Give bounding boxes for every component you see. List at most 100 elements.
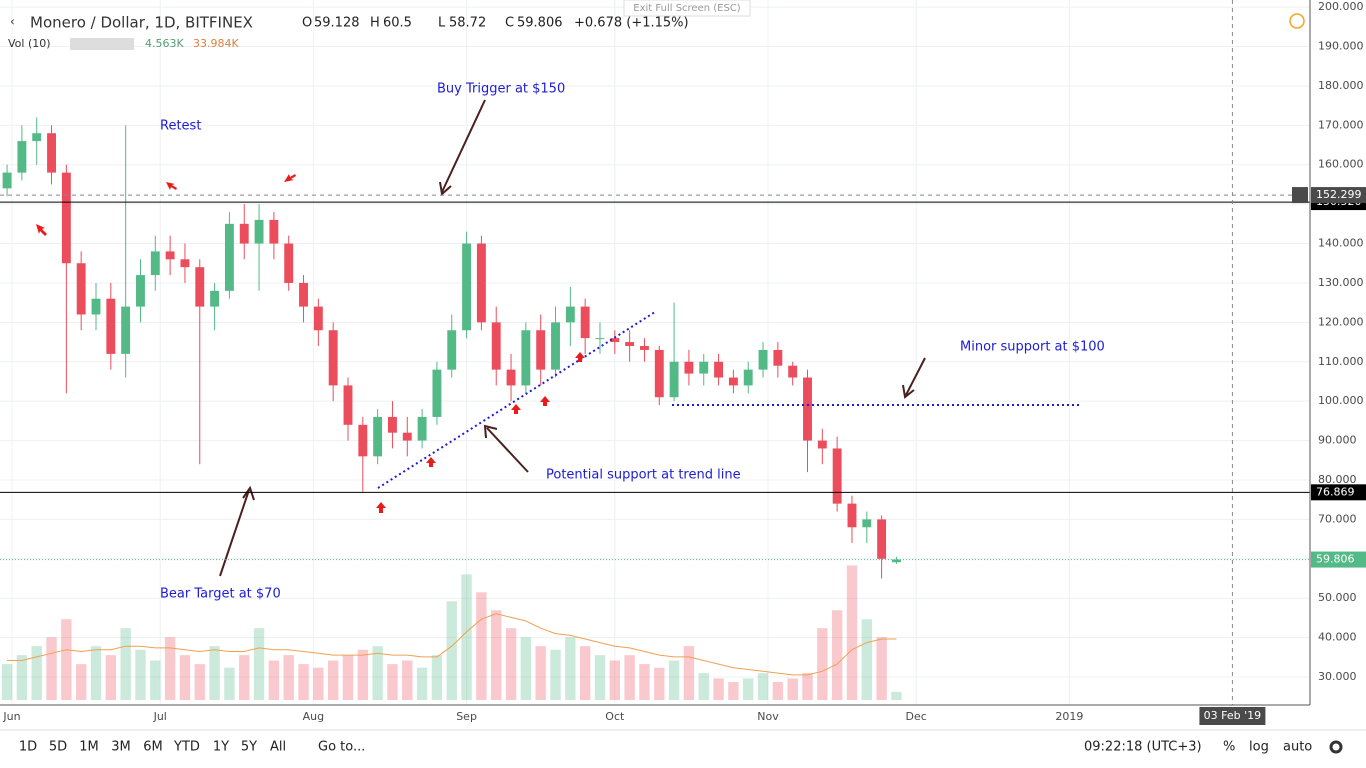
volume-bar: [283, 655, 294, 700]
candle-body: [640, 345, 649, 350]
goto[interactable]: Go to...: [318, 740, 365, 755]
candle-body: [758, 349, 768, 370]
crosshair-date-tag: [1199, 707, 1266, 725]
range-button[interactable]: 1Y: [213, 740, 229, 755]
x-tick-label: Jul: [153, 710, 167, 723]
volume-bar: [416, 667, 428, 700]
percent-toggle[interactable]: %: [1223, 740, 1235, 755]
candle-body: [284, 243, 294, 283]
range-button[interactable]: 1D: [19, 740, 37, 755]
candle-body: [610, 338, 620, 343]
candle-body: [91, 298, 101, 315]
candle-body: [773, 349, 783, 366]
icon: ‹: [10, 15, 15, 29]
range-button[interactable]: 3M: [111, 740, 131, 755]
volume-bar: [239, 655, 250, 700]
auto-toggle[interactable]: auto: [1283, 740, 1312, 755]
marker: [166, 182, 177, 190]
volume-bar: [728, 682, 739, 700]
range-button[interactable]: 5Y: [241, 740, 257, 755]
y-tick-label: 130.000: [1318, 276, 1364, 289]
volume-bar: [698, 673, 709, 700]
y-tick-label: 160.000: [1318, 158, 1364, 171]
crosshair-date: 03 Feb '19: [1204, 709, 1262, 722]
arrow: [441, 99, 486, 193]
candle-body: [788, 365, 798, 378]
log-toggle[interactable]: log: [1249, 740, 1269, 755]
volume-bar: [268, 660, 280, 700]
vol-title: Vol (10): [8, 37, 51, 50]
candle-body: [447, 330, 457, 370]
arrow-head: [439, 181, 452, 196]
vol-buttons[interactable]: [70, 38, 134, 50]
candle-body: [195, 267, 205, 307]
volume-bar: [550, 649, 561, 700]
candle-body: [565, 306, 575, 323]
volume-bar: [861, 619, 872, 700]
candles: [2, 117, 901, 579]
range-button[interactable]: YTD: [173, 740, 200, 755]
settings-icon[interactable]: [1329, 740, 1343, 754]
candle-body: [462, 243, 472, 331]
marker: [284, 174, 296, 182]
volume-bar: [253, 628, 265, 700]
candle-body: [536, 330, 546, 370]
exit-button[interactable]: [623, 0, 751, 17]
x-tick-label: Oct: [605, 710, 625, 723]
alert-icon[interactable]: [1289, 13, 1305, 29]
range-button[interactable]: 1M: [79, 740, 99, 755]
ohlc-label: O: [302, 16, 312, 31]
range-button[interactable]: 5D: [49, 740, 67, 755]
candle-body: [150, 251, 160, 276]
x-tick-label: Aug: [303, 710, 324, 723]
volume-bar: [520, 637, 532, 700]
y-tick-label: 30.000: [1318, 670, 1357, 683]
y-tick-label: 110.000: [1318, 355, 1364, 368]
candle-body: [61, 172, 71, 264]
volume-bar: [757, 673, 769, 700]
volume-bar: [179, 655, 191, 700]
range-button[interactable]: All: [270, 740, 286, 755]
candle-body: [402, 432, 412, 441]
volume-bar: [357, 649, 369, 700]
volume-bar: [387, 664, 398, 700]
candle-body: [817, 440, 827, 449]
price-tag-label: 59.806: [1316, 553, 1355, 566]
x-tick-label: Sep: [456, 710, 477, 723]
y-tick-label: 40.000: [1318, 631, 1357, 644]
candle-body: [269, 219, 279, 244]
price-tag: [1311, 484, 1366, 501]
crosshair-plus[interactable]: [1292, 187, 1308, 204]
candle-body: [506, 369, 516, 386]
volume-bar: [194, 664, 205, 700]
header: ‹ Monero / Dollar, 1D, BITFINEX O 59.128…: [8, 0, 1305, 50]
candle-body: [121, 306, 131, 354]
volume-bar: [683, 646, 695, 700]
candle-body: [521, 330, 531, 386]
candle-body: [432, 369, 442, 417]
x-tick-label: Jun: [2, 710, 20, 723]
volume-bar: [342, 655, 354, 700]
candle-body: [165, 251, 175, 260]
volume-bar: [535, 646, 546, 700]
volume-bar: [891, 691, 902, 700]
volume-ma: [7, 613, 897, 676]
volume-bar: [31, 646, 42, 700]
volume-bar: [298, 664, 309, 700]
volume-bar: [624, 655, 635, 700]
candle-body: [862, 519, 872, 528]
axes: [0, 0, 1311, 706]
volume-bar: [90, 646, 102, 700]
annotation: Minor support at $100: [960, 340, 1105, 355]
y-tick-label: 70.000: [1318, 512, 1357, 525]
range-button[interactable]: 6M: [143, 740, 163, 755]
exit-label[interactable]: Exit Full Screen (ESC): [633, 3, 741, 14]
arrow-head: [242, 485, 255, 501]
candle-body: [358, 424, 368, 457]
marker: [540, 396, 550, 406]
marker: [36, 224, 47, 236]
candle-body: [224, 223, 234, 291]
arrow-head: [483, 424, 498, 439]
candle-body: [714, 361, 724, 378]
